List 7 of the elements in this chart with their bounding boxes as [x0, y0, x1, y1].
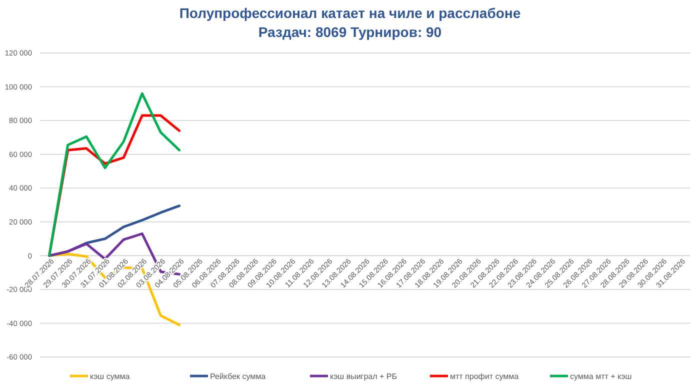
legend-label: Рейкбек сумма [210, 372, 266, 381]
legend-label: кэш выиграл + РБ [330, 372, 397, 381]
legend-label: сумма мтт + кэш [570, 372, 632, 381]
legend-label: кэш сумма [90, 372, 130, 381]
legend-label: мтт профит сумма [450, 372, 520, 381]
chart-subtitle: Раздач: 8069 Турниров: 90 [258, 24, 442, 40]
chart-title: Полупрофессионал катает на чиле и расслабоне [179, 5, 521, 21]
